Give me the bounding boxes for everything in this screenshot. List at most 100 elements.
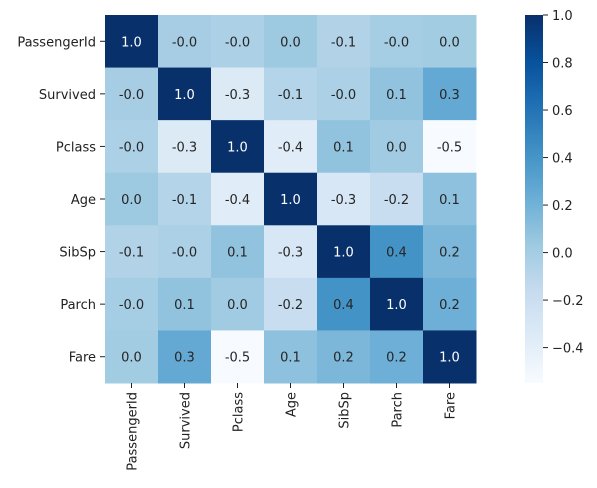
cell-value-label: -0.2 (384, 193, 409, 208)
cell-value-label: 0.1 (386, 88, 407, 103)
row-label: Pclass (56, 140, 96, 155)
cell-value-label: -0.3 (331, 193, 356, 208)
cell-value-label: 0.0 (386, 140, 407, 155)
heatmap-cells (105, 15, 477, 384)
heatmap-cell-Pclass-Survived (158, 120, 212, 174)
column-label: Survived (179, 392, 194, 449)
heatmap-cell-SibSp-Pclass (211, 225, 265, 279)
heatmap-cell-Survived-SibSp (317, 67, 371, 121)
colorbar-tick-label: −0.4 (552, 342, 584, 357)
cell-value-label: -0.1 (331, 35, 356, 50)
cell-value-label: -0.2 (278, 298, 303, 313)
cell-value-label: -0.4 (278, 140, 303, 155)
cell-value-label: -0.0 (172, 246, 197, 261)
cell-value-label: -0.5 (225, 351, 250, 366)
heatmap-cell-SibSp-Survived (158, 225, 212, 279)
cell-value-label: 1.0 (174, 88, 195, 103)
cell-value-label: -0.0 (384, 35, 409, 50)
cell-value-label: -0.0 (225, 35, 250, 50)
cell-value-label: 0.2 (439, 298, 460, 313)
cell-value-label: 0.1 (439, 193, 460, 208)
cell-value-label: -0.5 (437, 140, 462, 155)
cell-value-label: 0.4 (386, 246, 407, 261)
heatmap-cell-SibSp-PassengerId (105, 225, 159, 279)
heatmap-cell-PassengerId-Survived (158, 15, 212, 69)
cell-value-label: 0.3 (174, 351, 195, 366)
cell-value-label: 1.0 (227, 140, 248, 155)
cell-value-label: -0.3 (278, 246, 303, 261)
column-label: Parch (391, 392, 406, 428)
heatmap-cell-Survived-Survived (158, 67, 212, 121)
cell-value-label: 0.1 (227, 246, 248, 261)
cell-value-label: -0.3 (172, 140, 197, 155)
heatmap-cell-SibSp-SibSp (317, 225, 371, 279)
heatmap-cell-Age-Age (264, 172, 318, 226)
heatmap-cell-Survived-PassengerId (105, 67, 159, 121)
column-label: Age (285, 392, 300, 417)
cell-value-label: 0.0 (227, 298, 248, 313)
cell-value-label: 1.0 (439, 351, 460, 366)
colorbar-tick-label: 0.0 (552, 247, 573, 262)
heatmap-cell-Age-SibSp (317, 172, 371, 226)
heatmap-cell-Age-Parch (370, 172, 424, 226)
row-labels: PassengerId Survived Pclass Age SibSp Parch Fa… (17, 35, 105, 366)
colorbar-ticks: 1.0 0.8 0.6 0.4 0.2 0.0 −0.2 −0.4 (543, 9, 584, 357)
heatmap-cell-Survived-Parch (370, 67, 424, 121)
heatmap-cell-SibSp-Age (264, 225, 318, 279)
cell-value-label: -0.0 (172, 35, 197, 50)
heatmap-cell-Parch-Pclass (211, 277, 265, 331)
colorbar-tick-label: 0.8 (552, 57, 573, 72)
heatmap-cell-Fare-SibSp (317, 330, 371, 384)
heatmap-cell-Fare-Fare (423, 330, 477, 384)
cell-annotations: 1.0 -0.0 -0.0 0.0 -0.1 -0.0 0.0 -0.0 1.0 -0.3 -0.1… (119, 35, 462, 365)
heatmap-cell-PassengerId-Pclass (211, 15, 265, 69)
colorbar-tick-label: −0.2 (552, 294, 584, 309)
heatmap-cell-Parch-Age (264, 277, 318, 331)
cell-value-label: -0.4 (225, 193, 250, 208)
heatmap-cell-Parch-Fare (423, 277, 477, 331)
cell-value-label: 0.2 (439, 246, 460, 261)
column-label: PassengerId (126, 392, 141, 471)
heatmap-cell-Pclass-PassengerId (105, 120, 159, 174)
heatmap-cell-Fare-PassengerId (105, 330, 159, 384)
heatmap-cell-PassengerId-Parch (370, 15, 424, 69)
heatmap-cell-PassengerId-SibSp (317, 15, 371, 69)
heatmap-cell-Parch-Parch (370, 277, 424, 331)
row-label: Fare (69, 351, 96, 366)
heatmap-cell-Age-Survived (158, 172, 212, 226)
cell-value-label: -0.0 (119, 140, 144, 155)
cell-value-label: 0.0 (121, 351, 142, 366)
heatmap-cell-Survived-Pclass (211, 67, 265, 121)
heatmap-cell-Pclass-Fare (423, 120, 477, 174)
colorbar-tick-label: 0.6 (552, 104, 573, 119)
cell-value-label: 0.0 (121, 193, 142, 208)
cell-value-label: -0.1 (119, 246, 144, 261)
heatmap-cell-Fare-Pclass (211, 330, 265, 384)
heatmap-cell-PassengerId-Fare (423, 15, 477, 69)
heatmap-cell-Parch-Survived (158, 277, 212, 331)
cell-value-label: 0.1 (174, 298, 195, 313)
heatmap-cell-Parch-PassengerId (105, 277, 159, 331)
column-label: Pclass (232, 392, 247, 432)
row-label: Parch (60, 298, 96, 313)
heatmap-cell-Pclass-SibSp (317, 120, 371, 174)
row-label: Survived (39, 88, 96, 103)
heatmap-cell-Survived-Fare (423, 67, 477, 121)
heatmap-cell-Age-PassengerId (105, 172, 159, 226)
cell-value-label: 0.2 (386, 351, 407, 366)
heatmap-cell-Fare-Age (264, 330, 318, 384)
cell-value-label: 0.1 (333, 140, 354, 155)
colorbar-gradient (525, 15, 543, 383)
cell-value-label: 0.0 (280, 35, 301, 50)
colorbar (525, 15, 543, 383)
cell-value-label: -0.0 (119, 298, 144, 313)
heatmap-cell-Pclass-Age (264, 120, 318, 174)
heatmap-cell-SibSp-Fare (423, 225, 477, 279)
cell-value-label: 1.0 (333, 246, 354, 261)
cell-value-label: 1.0 (386, 298, 407, 313)
row-label: Age (71, 193, 96, 208)
cell-value-label: -0.1 (172, 193, 197, 208)
cell-value-label: 0.3 (439, 88, 460, 103)
